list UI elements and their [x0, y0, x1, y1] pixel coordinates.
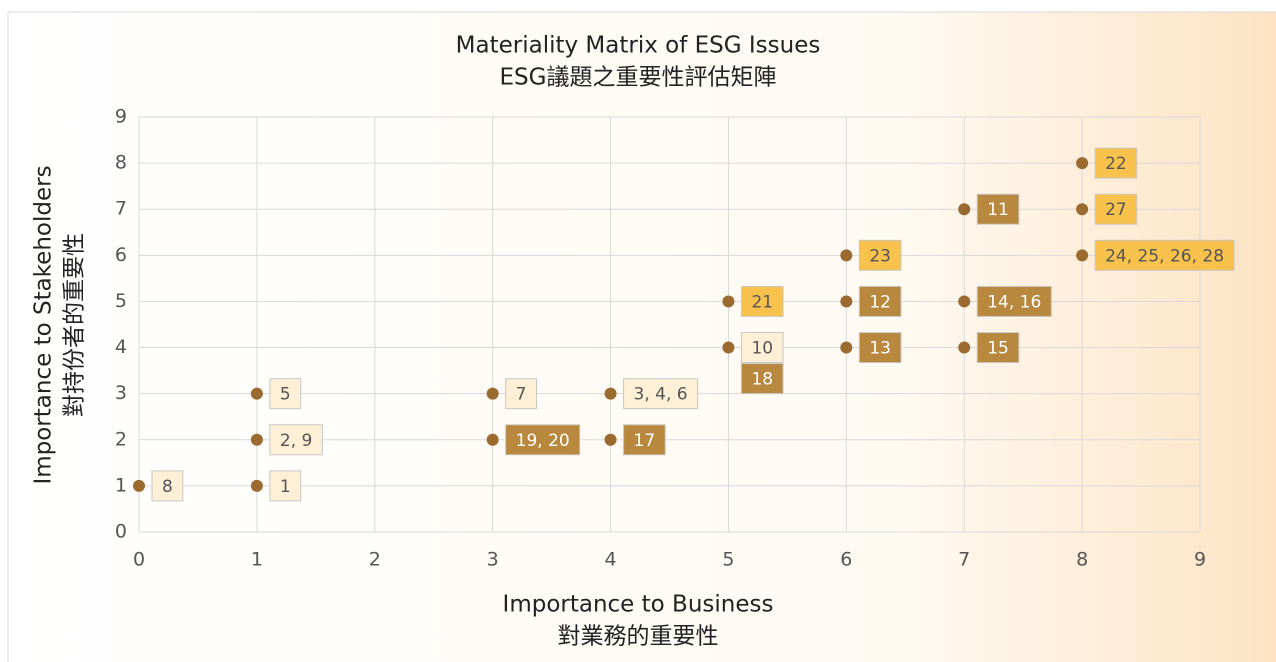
- data-label-box: [976, 285, 1052, 317]
- data-label-box: [1094, 239, 1235, 271]
- data-point: [722, 295, 735, 308]
- data-point: [486, 433, 499, 446]
- x-axis-label: 對業務的重要性: [558, 624, 719, 650]
- data-point: [840, 341, 853, 354]
- data-point: [1076, 203, 1089, 216]
- data-label-box: [976, 193, 1020, 225]
- data-label: 27: [1105, 200, 1127, 220]
- data-label: 13: [869, 339, 891, 359]
- data-label: 14, 16: [987, 292, 1041, 312]
- x-tick-label: 2: [369, 549, 381, 571]
- data-label-box: [1094, 147, 1138, 179]
- data-label-box: [269, 378, 302, 410]
- data-label: 18: [751, 370, 773, 390]
- data-label-box: [269, 424, 323, 456]
- data-point: [840, 295, 853, 308]
- data-label-box: [740, 363, 784, 395]
- data-label-box: [740, 332, 784, 364]
- data-label: 5: [280, 385, 291, 405]
- data-point: [958, 295, 971, 308]
- y-tick-label: 2: [115, 428, 127, 450]
- y-axis-label: 對持份者的重要性: [62, 233, 88, 417]
- data-label: 11: [987, 200, 1009, 220]
- data-label-box: [269, 470, 302, 502]
- x-tick-label: 4: [605, 549, 617, 571]
- data-label: 15: [987, 339, 1009, 359]
- data-label-box: [505, 424, 581, 456]
- x-tick-label: 5: [722, 549, 734, 571]
- y-tick-label: 4: [115, 336, 127, 358]
- data-label-box: [858, 239, 902, 271]
- data-label: 1: [280, 477, 291, 497]
- x-tick-label: 8: [1076, 549, 1088, 571]
- data-label: 7: [516, 385, 527, 405]
- y-axis-label: Importance to Stakeholders: [31, 165, 57, 484]
- y-tick-label: 6: [115, 244, 127, 266]
- x-tick-label: 3: [487, 549, 499, 571]
- y-tick-label: 8: [115, 152, 127, 174]
- data-label: 8: [162, 477, 173, 497]
- data-point: [486, 387, 499, 400]
- data-point: [1076, 249, 1089, 262]
- data-label-box: [858, 285, 902, 317]
- data-point: [133, 479, 145, 492]
- y-tick-label: 9: [115, 106, 127, 128]
- data-label-box: [505, 378, 537, 410]
- data-point: [722, 341, 735, 354]
- data-label-box: [623, 378, 699, 410]
- data-point: [958, 341, 971, 354]
- data-label: 12: [869, 292, 891, 312]
- data-label: 24, 25, 26, 28: [1105, 246, 1224, 266]
- data-point: [958, 203, 971, 216]
- x-tick-label: 9: [1194, 549, 1206, 571]
- data-point: [604, 387, 617, 400]
- data-point: [250, 387, 263, 400]
- x-tick-label: 1: [251, 549, 263, 571]
- data-point: [250, 479, 263, 492]
- data-label: 23: [869, 246, 891, 266]
- data-label-box: [151, 470, 184, 502]
- y-tick-label: 1: [115, 474, 127, 496]
- data-label: 19, 20: [516, 431, 570, 451]
- data-label-box: [740, 285, 784, 317]
- data-label: 3, 4, 6: [634, 385, 688, 405]
- data-point: [1076, 157, 1089, 170]
- data-label: 10: [751, 339, 773, 359]
- x-tick-label: 7: [958, 549, 970, 571]
- x-tick-label: 0: [133, 549, 145, 571]
- y-tick-label: 7: [115, 198, 127, 220]
- data-label-box: [976, 332, 1020, 364]
- data-label-box: [1094, 193, 1138, 225]
- x-axis-label: Importance to Business: [503, 592, 774, 618]
- y-tick-label: 5: [115, 290, 127, 312]
- data-label: 17: [634, 431, 656, 451]
- y-tick-label: 3: [115, 382, 127, 404]
- data-label: 2, 9: [280, 431, 312, 451]
- y-tick-label: 0: [115, 521, 127, 543]
- chart-subtitle: ESG議題之重要性評估矩陣: [500, 65, 777, 91]
- chart-background: [7, 11, 1276, 662]
- chart-title: Materiality Matrix of ESG Issues: [456, 33, 821, 59]
- data-label: 21: [751, 292, 773, 312]
- data-label-box: [858, 332, 902, 364]
- x-tick-label: 6: [840, 549, 852, 571]
- data-point: [840, 249, 853, 262]
- data-point: [250, 433, 263, 446]
- data-label-box: [623, 424, 666, 456]
- data-point: [604, 433, 617, 446]
- data-label: 22: [1105, 154, 1127, 174]
